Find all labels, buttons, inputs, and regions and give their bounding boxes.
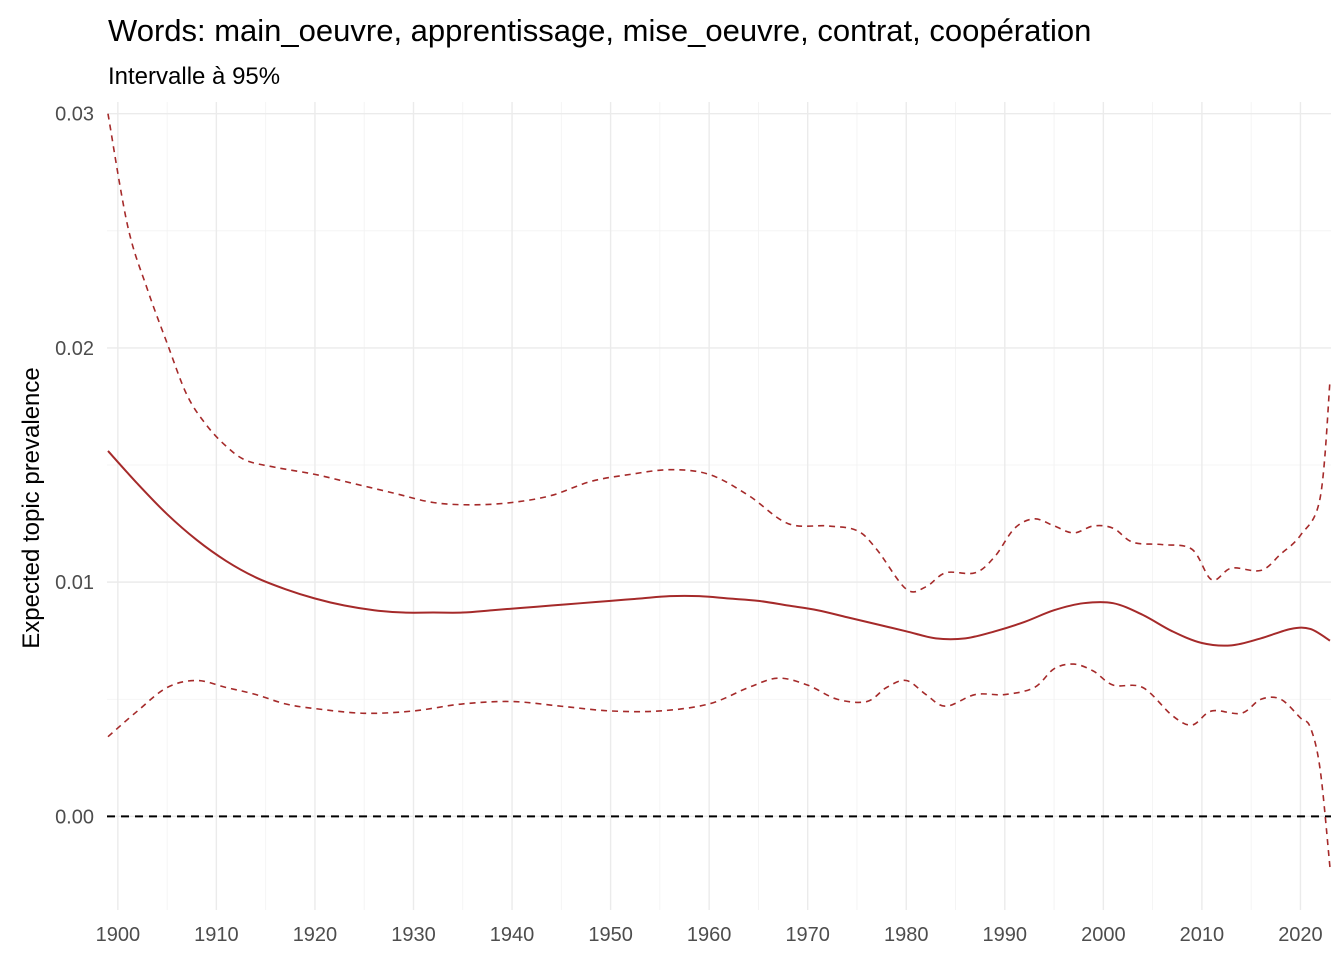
x-tick-label: 1910 [194,924,239,946]
y-tick-label: 0.00 [55,806,94,828]
x-tick-label: 1960 [687,924,732,946]
x-tick-label: 1980 [884,924,929,946]
x-tick-label: 1970 [785,924,830,946]
chart-subtitle: Intervalle à 95% [108,63,280,90]
tick-labels: 1900 1910 1920 1930 1940 1950 1960 1970 1980 1990… [55,104,1323,946]
grid-lines [107,102,1331,910]
series-line-upper [107,113,1331,593]
x-tick-label: 1930 [391,924,436,946]
x-tick-label: 1990 [983,924,1028,946]
x-tick-label: 1920 [293,924,338,946]
x-tick-label: 1950 [588,924,633,946]
series-line-lower [107,663,1331,868]
y-tick-label: 0.01 [55,572,94,594]
x-tick-label: 2020 [1278,924,1323,946]
x-tick-label: 1900 [96,924,141,946]
y-tick-label: 0.03 [55,104,94,126]
x-tick-label: 1940 [490,924,535,946]
chart-title: Words: main_oeuvre, apprentissage, mise_… [108,13,1091,48]
series-line-estimate [107,450,1331,647]
y-tick-label: 0.02 [55,338,94,360]
y-axis-title: Expected topic prevalence [18,367,45,649]
series-lines [107,113,1331,868]
x-tick-label: 2010 [1180,924,1225,946]
x-tick-label: 2000 [1081,924,1126,946]
